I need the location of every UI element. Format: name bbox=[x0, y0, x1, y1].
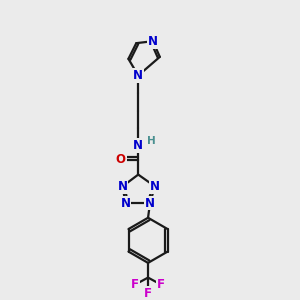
Text: N: N bbox=[121, 196, 130, 209]
Text: N: N bbox=[150, 180, 160, 193]
Text: N: N bbox=[148, 35, 158, 48]
Text: N: N bbox=[118, 180, 128, 193]
Text: H: H bbox=[147, 136, 156, 146]
Text: N: N bbox=[133, 69, 143, 82]
Text: F: F bbox=[157, 278, 165, 291]
Text: N: N bbox=[133, 139, 143, 152]
Text: N: N bbox=[145, 196, 155, 209]
Text: O: O bbox=[116, 153, 126, 167]
Text: F: F bbox=[131, 278, 139, 291]
Text: F: F bbox=[144, 287, 152, 300]
